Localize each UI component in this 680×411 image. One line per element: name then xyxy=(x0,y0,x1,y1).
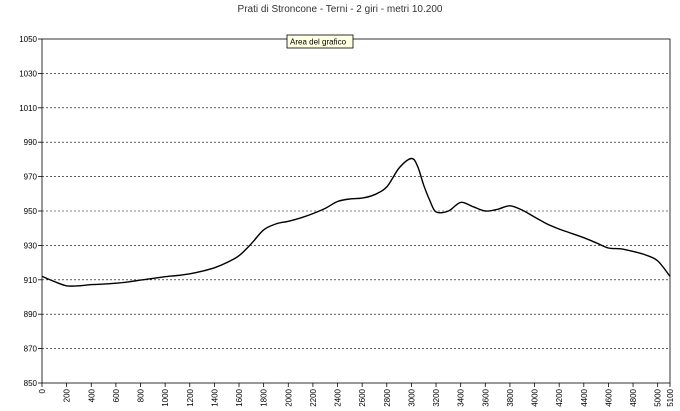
x-tick-label: 1200 xyxy=(186,388,195,406)
y-tick-label: 1030 xyxy=(19,69,37,78)
grid-lines xyxy=(42,73,670,349)
x-tick-label: 2600 xyxy=(358,388,367,406)
x-tick-label: 4400 xyxy=(580,388,589,406)
y-axis: 850 870 890 910 930 950 970 990 1010 1030 1050 xyxy=(19,35,42,388)
x-tick-label: 3400 xyxy=(457,388,466,406)
y-tick-label: 990 xyxy=(24,138,38,147)
y-tick-label: 950 xyxy=(24,207,38,216)
x-tick-label: 4800 xyxy=(629,388,638,406)
x-tick-label: 400 xyxy=(87,388,96,402)
series-line xyxy=(41,157,671,287)
y-tick-label: 1050 xyxy=(19,35,37,44)
x-axis: 0 200 400 600 800 1000 1200 1400 1600 1800 2000 220… xyxy=(38,383,675,407)
tooltip-label: Area del grafico xyxy=(290,38,347,47)
x-tick-label: 4000 xyxy=(531,388,540,406)
x-tick-label: 5000 xyxy=(654,388,663,406)
chart-tooltip: Area del grafico xyxy=(286,34,354,49)
x-tick-label: 600 xyxy=(112,388,121,402)
x-tick-label: 800 xyxy=(137,388,146,402)
y-tick-label: 870 xyxy=(24,345,38,354)
y-tick-label: 930 xyxy=(24,241,38,250)
x-tick-label: 5100 xyxy=(666,388,675,406)
tooltip-box xyxy=(286,34,354,49)
y-tick-label: 970 xyxy=(24,173,38,182)
x-tick-label: 2200 xyxy=(309,388,318,406)
x-tick-label: 2400 xyxy=(334,388,343,406)
y-tick-label: 850 xyxy=(24,379,38,388)
x-tick-label: 3800 xyxy=(506,388,515,406)
y-tick-label: 910 xyxy=(24,276,38,285)
x-tick-label: 3000 xyxy=(407,388,416,406)
y-tick-label: 890 xyxy=(24,310,38,319)
x-tick-label: 1400 xyxy=(210,388,219,406)
x-tick-label: 2000 xyxy=(284,388,293,406)
x-tick-label: 200 xyxy=(63,388,72,402)
x-tick-label: 4600 xyxy=(604,388,613,406)
x-tick-label: 0 xyxy=(38,388,47,393)
x-tick-label: 1800 xyxy=(260,388,269,406)
x-tick-label: 1600 xyxy=(235,388,244,406)
x-tick-label: 3200 xyxy=(432,388,441,406)
x-tick-label: 1000 xyxy=(161,388,170,406)
x-tick-label: 3600 xyxy=(481,388,490,406)
x-tick-label: 4200 xyxy=(555,388,564,406)
x-tick-label: 2800 xyxy=(383,388,392,406)
y-tick-label: 1010 xyxy=(19,104,37,113)
chart-title: Prati di Stroncone - Terni - 2 giri - me… xyxy=(238,4,443,15)
